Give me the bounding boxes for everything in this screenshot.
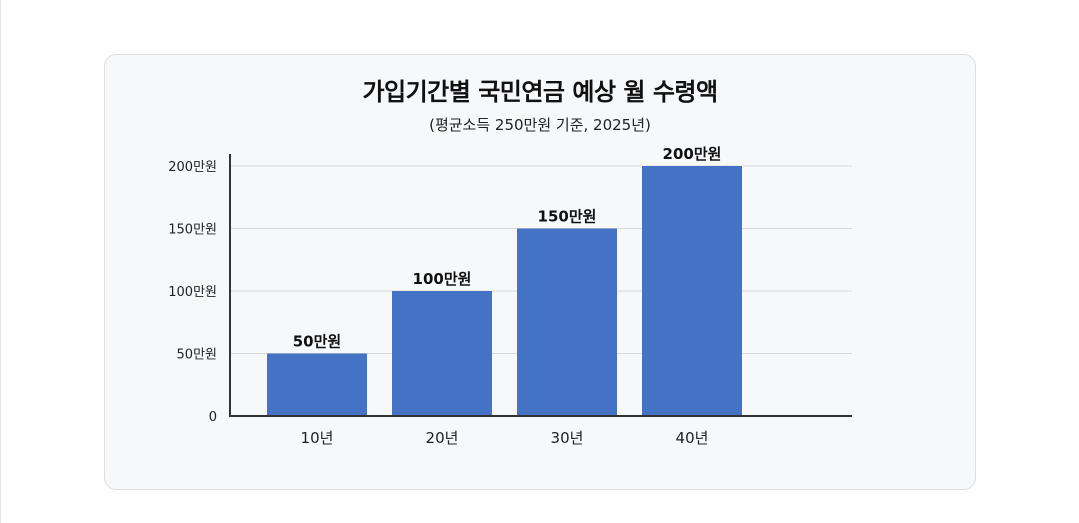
- y-tick-label: 100만원: [168, 285, 217, 300]
- y-tick-label: 150만원: [168, 223, 217, 238]
- x-tick-label: 40년: [676, 429, 709, 447]
- data-label: 50만원: [293, 333, 341, 351]
- y-tick-label: 200만원: [168, 160, 217, 175]
- bar: [267, 353, 367, 416]
- chart-card: 가입기간별 국민연금 예상 월 수령액 (평균소득 250만원 기준, 2025…: [104, 54, 976, 490]
- x-tick-label: 30년: [551, 429, 584, 447]
- bar: [392, 291, 492, 416]
- data-label: 150만원: [538, 208, 597, 226]
- bar: [517, 228, 617, 416]
- x-tick-label: 20년: [426, 429, 459, 447]
- y-tick-label: 0: [209, 410, 217, 425]
- data-label: 200만원: [663, 145, 722, 163]
- x-tick-label: 10년: [301, 429, 334, 447]
- window-edge: [0, 0, 1, 523]
- chart-title: 가입기간별 국민연금 예상 월 수령액: [362, 78, 718, 106]
- bar: [642, 166, 742, 416]
- y-tick-label: 50만원: [177, 348, 217, 363]
- bar-chart: 0 50만원 100만원 150만원 200만원 50만원 10년 100만원 20년 150만원…: [168, 145, 852, 447]
- data-label: 100만원: [413, 270, 472, 288]
- chart-subtitle: (평균소득 250만원 기준, 2025년): [429, 116, 651, 134]
